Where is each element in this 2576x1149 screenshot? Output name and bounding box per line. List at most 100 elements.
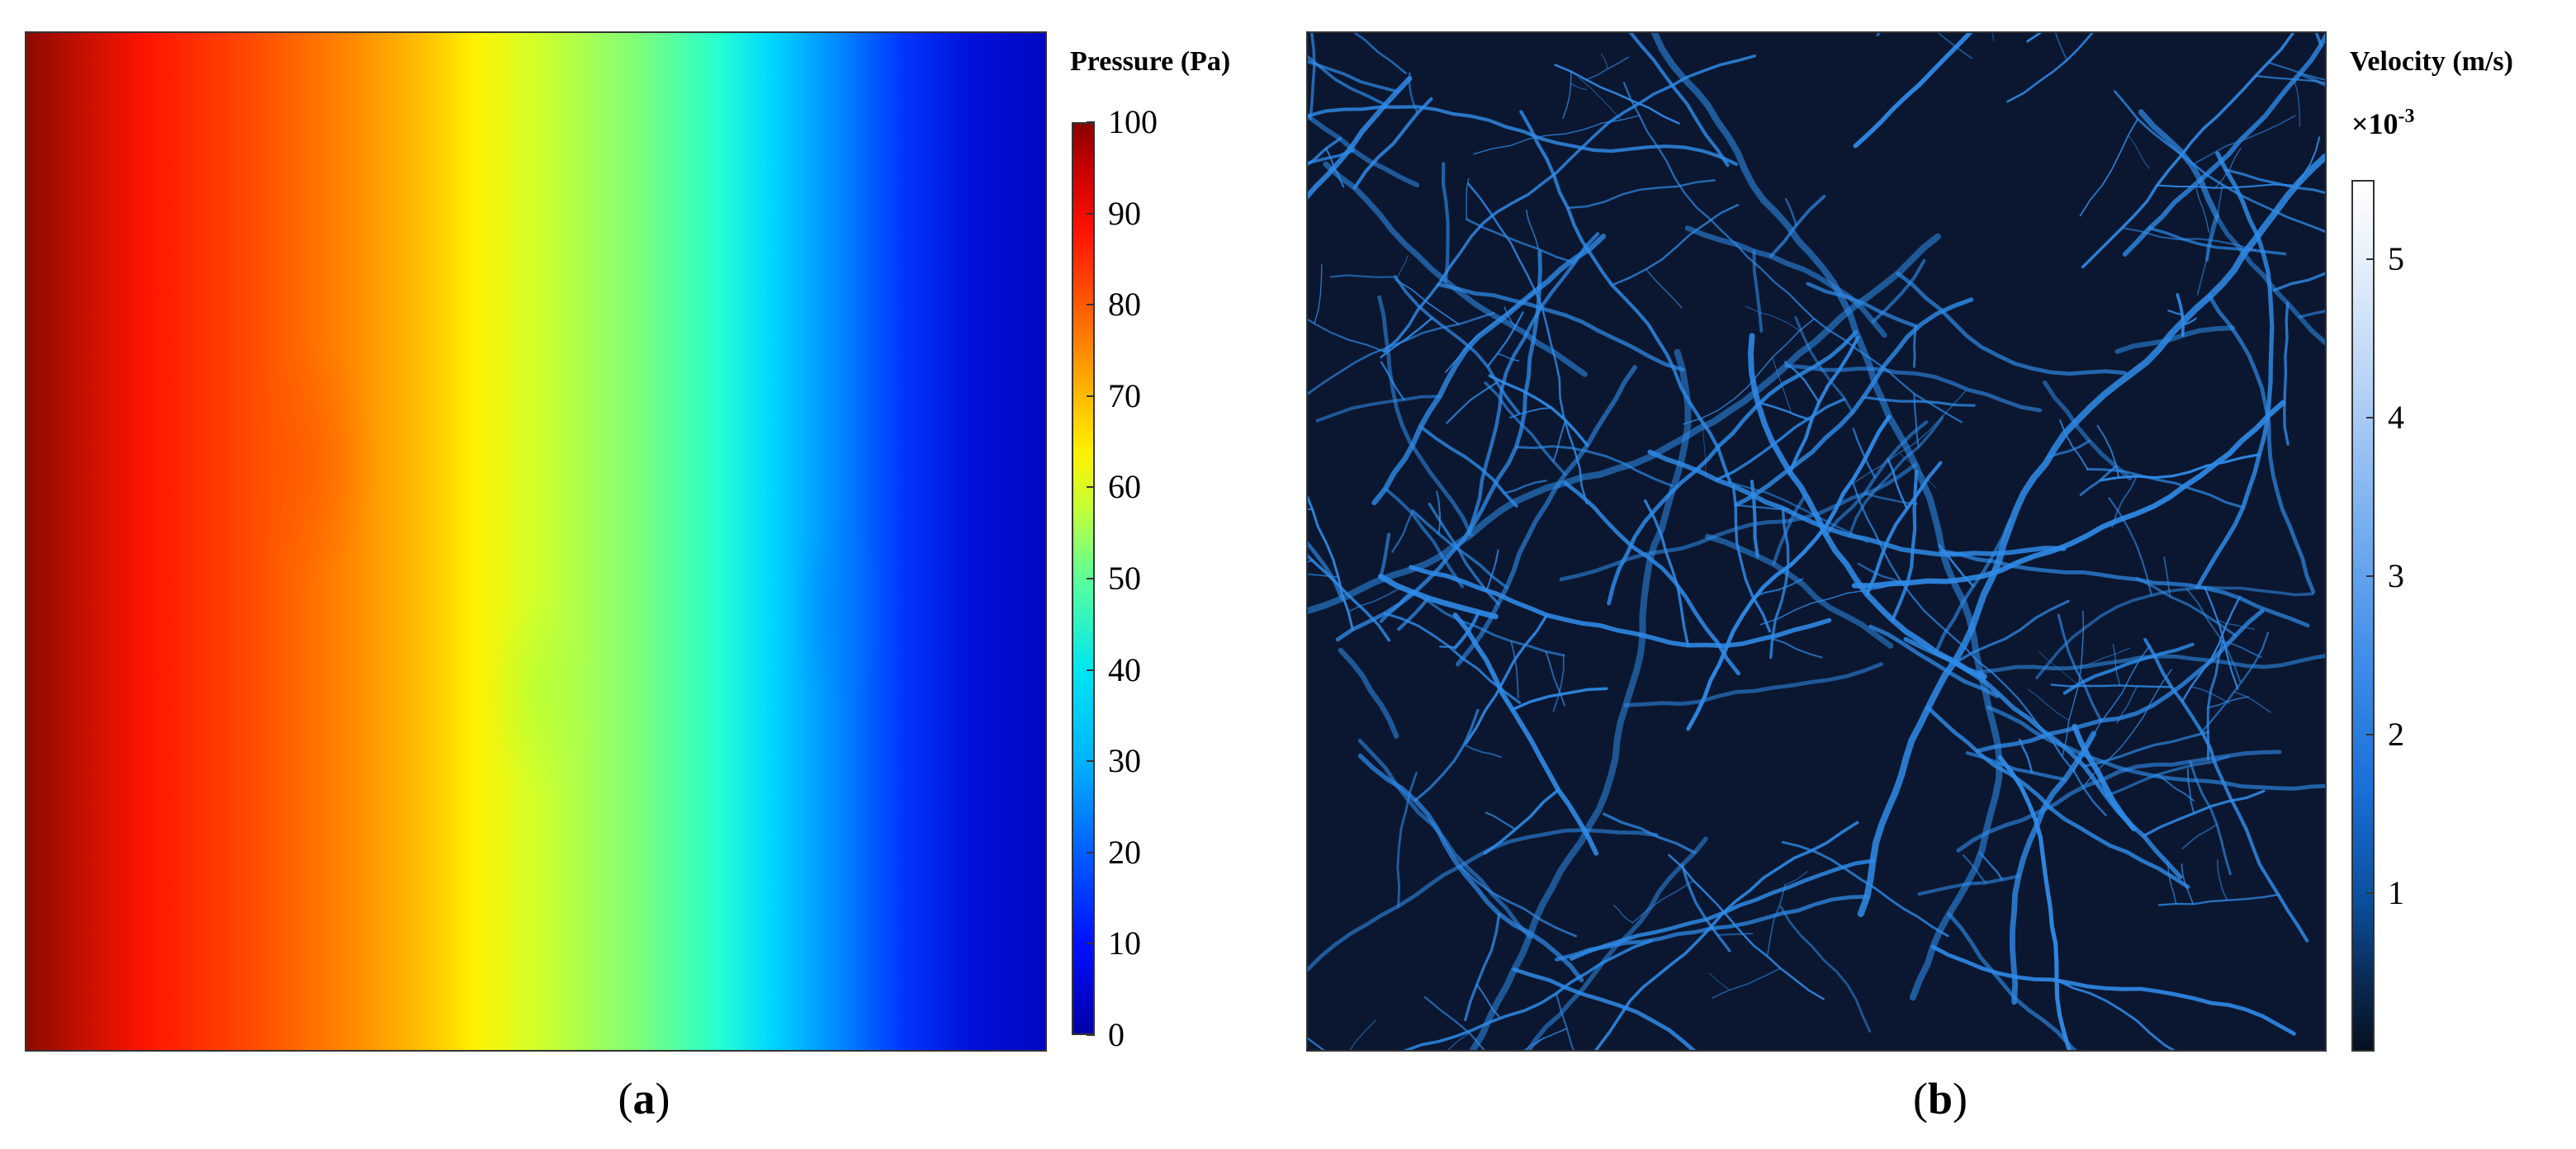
- colorbar-tick-label: 4: [2388, 399, 2404, 436]
- fracture-path: [1554, 64, 1680, 125]
- fracture-path: [1784, 871, 1808, 886]
- colorbar-tick-label: 5: [2388, 240, 2404, 277]
- fracture-path: [2166, 862, 2177, 905]
- fracture-path: [1529, 1037, 1545, 1050]
- colorbar-tick-mark: [2366, 417, 2375, 418]
- colorbar-tick-mark: [1087, 1034, 1095, 1036]
- fracture-path: [2055, 978, 2176, 1050]
- fracture-path: [1887, 458, 1908, 510]
- fracture-path: [2079, 465, 2118, 496]
- fracture-path: [1759, 581, 1902, 626]
- colorbar-tick-mark: [1087, 486, 1095, 489]
- fracture-path: [2035, 585, 2314, 679]
- fracture-path: [1824, 420, 1929, 537]
- fracture-path: [1379, 532, 1391, 579]
- fracture-path: [1704, 533, 1894, 649]
- fracture-path: [1643, 499, 1690, 647]
- fracture-path: [2006, 33, 2094, 103]
- colorbar-tick-mark: [2366, 892, 2375, 894]
- fracture-path: [1545, 650, 1565, 707]
- fracture-path: [1308, 559, 1314, 563]
- fracture-path: [1486, 311, 1524, 368]
- fracture-path: [1466, 177, 1470, 220]
- fracture-path: [1357, 739, 1532, 939]
- fracture-path: [1896, 272, 2127, 376]
- fracture-path: [1466, 232, 1600, 536]
- colorbar-tick-label: 2: [2388, 716, 2404, 753]
- fracture-path: [1852, 389, 1968, 485]
- colorbar-tick-mark: [2366, 258, 2375, 260]
- fracture-path: [1466, 218, 1576, 264]
- fracture-path: [1913, 393, 1920, 448]
- colorbar-tick-mark: [1087, 304, 1095, 306]
- fracture-path: [1769, 506, 1790, 660]
- fracture-path: [2314, 33, 2323, 47]
- colorbar-tick-mark: [1087, 578, 1095, 579]
- colorbar-tick-label: 100: [1108, 103, 1158, 140]
- fracture-path: [2298, 310, 2325, 319]
- fracture-path: [1848, 416, 1944, 537]
- fracture-path: [1871, 258, 1926, 324]
- fracture-path: [1563, 480, 1740, 676]
- fracture-path: [2195, 151, 2275, 590]
- fracture-path: [1314, 264, 1323, 324]
- fracture-path: [1452, 612, 1599, 856]
- fracture-path: [2186, 768, 2195, 815]
- fracture-path: [1611, 204, 1740, 286]
- fracture-path: [1651, 33, 2003, 1001]
- fracture-path: [1411, 509, 1508, 589]
- fracture-path: [1308, 233, 1941, 614]
- fracture-path: [1409, 565, 1832, 649]
- fracture-path: [1483, 788, 1560, 855]
- colorbar-tick-label: 70: [1108, 376, 1141, 414]
- fracture-path: [2046, 439, 2091, 459]
- fracture-path: [2167, 310, 2184, 316]
- fracture-path: [1956, 749, 2282, 853]
- fracture-path: [1729, 481, 1869, 543]
- fracture-path: [1308, 1037, 1325, 1050]
- fracture-path: [2196, 184, 2223, 296]
- fracture-path: [1308, 494, 1354, 631]
- fracture-path: [1308, 318, 1385, 352]
- fracture-path: [1465, 613, 1549, 745]
- fracture-path: [1446, 381, 1499, 424]
- fracture-path: [2298, 72, 2325, 87]
- fracture-path: [1470, 348, 1692, 1050]
- fracture-path: [2114, 90, 2325, 234]
- colorbar-tick-label: 0: [1108, 1016, 1125, 1053]
- fracture-path: [1647, 449, 2067, 557]
- fracture-path: [1631, 880, 1694, 924]
- fracture-path: [2185, 588, 2242, 683]
- fracture-path: [2018, 738, 2034, 774]
- fracture-path: [2143, 637, 2309, 943]
- fracture-path: [2217, 620, 2256, 630]
- fracture-path: [1408, 72, 1419, 115]
- fracture-path: [2283, 301, 2290, 446]
- fracture-path: [2122, 33, 2325, 257]
- fracture-path: [1308, 554, 1391, 642]
- fracture-path: [2156, 183, 2294, 189]
- fracture-path: [1445, 291, 1537, 373]
- fracture-path: [2222, 640, 2262, 659]
- fracture-path: [1413, 708, 1480, 802]
- fracture-path: [1382, 54, 1757, 353]
- colorbar-tick-mark: [2366, 575, 2375, 577]
- fracture-path: [1315, 395, 1442, 423]
- fracture-path: [1986, 705, 2325, 791]
- fracture-path: [1622, 82, 1963, 423]
- fracture-path: [2112, 643, 2121, 687]
- fracture-path: [1570, 858, 1875, 961]
- fracture-path: [1347, 587, 1401, 613]
- fracture-path: [1514, 445, 1674, 487]
- fracture-path: [1447, 1032, 1470, 1050]
- fracture-path: [1734, 297, 1974, 508]
- fracture-path: [1473, 115, 1641, 155]
- fracture-path: [1857, 154, 2325, 917]
- fracture-path: [1759, 402, 1813, 421]
- fracture-path: [1552, 419, 1566, 462]
- fracture-path: [2128, 135, 2150, 169]
- fracture-path: [1559, 462, 1918, 582]
- fracture-path: [2204, 586, 2239, 690]
- fracture-path: [1503, 480, 1547, 494]
- fracture-path: [2062, 642, 2195, 695]
